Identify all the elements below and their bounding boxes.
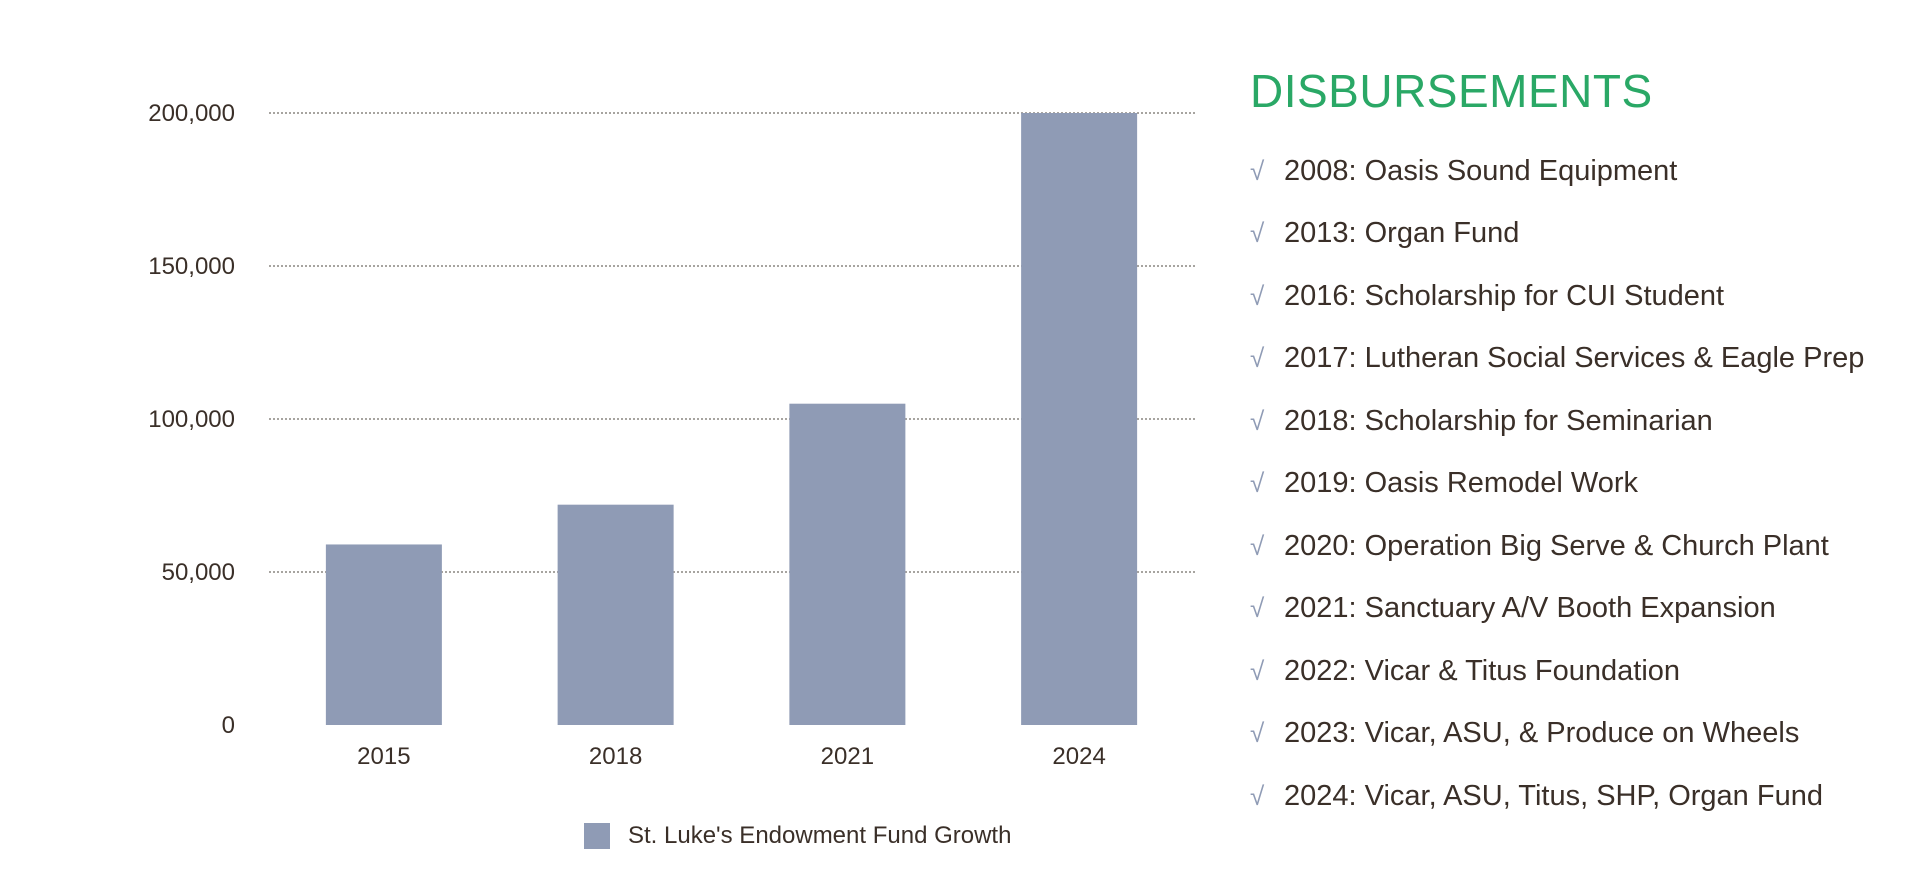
bar-2018 [557,504,674,725]
x-tick-label: 2024 [1052,743,1105,770]
list-item: √ 2016: Scholarship for CUI Student [1250,265,1864,328]
list-item-label: 2013: Organ Fund [1284,217,1520,250]
disbursements-list: √ 2008: Oasis Sound Equipment √ 2013: Organ… [1250,140,1864,828]
list-item-label: 2021: Sanctuary A/V Booth Expansion [1284,592,1776,625]
list-item-label: 2019: Oasis Remodel Work [1284,467,1639,500]
list-item-label: 2008: Oasis Sound Equipment [1284,154,1678,187]
check-icon: √ [1250,468,1265,499]
legend-label: St. Luke's Endowment Fund Growth [628,822,1012,849]
x-tick-label: 2018 [589,743,642,770]
check-icon: √ [1250,280,1265,311]
x-tick-label: 2015 [357,743,410,770]
list-item-label: 2020: Operation Big Serve & Church Plant [1284,529,1829,562]
chart-legend: St. Luke's Endowment Fund Growth [584,822,1011,850]
check-icon: √ [1250,655,1265,686]
list-item: √ 2022: Vicar & Titus Foundation [1250,640,1864,703]
check-icon: √ [1250,405,1265,436]
legend-swatch [584,823,610,849]
list-item-label: 2023: Vicar, ASU, & Produce on Wheels [1284,717,1800,750]
list-item: √ 2013: Organ Fund [1250,203,1864,266]
list-item: √ 2019: Oasis Remodel Work [1250,453,1864,516]
list-item-label: 2022: Vicar & Titus Foundation [1284,654,1681,687]
check-icon: √ [1250,218,1265,249]
disbursements-panel: DISBURSEMENTS √ 2008: Oasis Sound Equipme… [1250,64,1864,828]
list-item: √ 2008: Oasis Sound Equipment [1250,140,1864,203]
bar-2015 [325,544,442,725]
bar-chart: 0 50,000 100,000 150,000 200,000 2015 2018 2021… [148,100,1196,770]
bar-2024 [1021,113,1138,725]
y-tick-label: 50,000 [162,559,235,586]
check-icon: √ [1250,780,1265,811]
list-item: √ 2024: Vicar, ASU, Titus, SHP, Organ Fun… [1250,765,1864,828]
disbursements-title: DISBURSEMENTS [1250,65,1653,117]
y-tick-label: 200,000 [148,100,235,127]
x-tick-label: 2021 [821,743,874,770]
check-icon: √ [1250,593,1265,624]
list-item: √ 2023: Vicar, ASU, & Produce on Wheels [1250,703,1864,766]
list-item-label: 2017: Lutheran Social Services & Eagle P… [1284,342,1865,375]
check-icon: √ [1250,343,1265,374]
check-icon: √ [1250,718,1265,749]
list-item-label: 2018: Scholarship for Seminarian [1284,404,1713,437]
list-item: √ 2021: Sanctuary A/V Booth Expansion [1250,578,1864,641]
list-item-label: 2016: Scholarship for CUI Student [1284,279,1725,312]
check-icon: √ [1250,155,1265,186]
bar-2021 [789,403,906,725]
y-tick-label: 0 [222,712,235,739]
list-item-label: 2024: Vicar, ASU, Titus, SHP, Organ Fund [1284,779,1823,812]
list-item: √ 2020: Operation Big Serve & Church Plan… [1250,515,1864,578]
list-item: √ 2018: Scholarship for Seminarian [1250,390,1864,453]
y-tick-label: 150,000 [148,253,235,280]
list-item: √ 2017: Lutheran Social Services & Eagle … [1250,328,1864,391]
y-tick-label: 100,000 [148,406,235,433]
check-icon: √ [1250,530,1265,561]
